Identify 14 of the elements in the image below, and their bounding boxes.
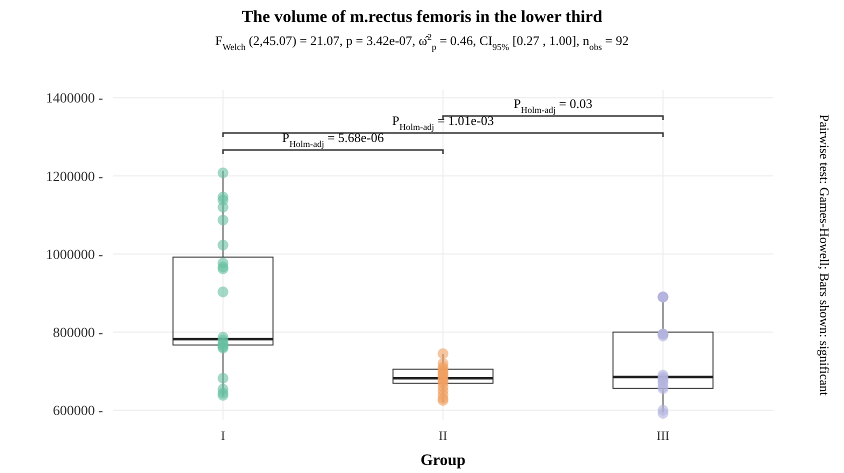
x-tick-label: II — [438, 428, 448, 443]
y-tick-label: 1400000 - — [46, 92, 104, 107]
y-tick-label: 1000000 - — [46, 248, 104, 263]
chart-title: The volume of m.rectus femoris in the lower third — [242, 7, 603, 26]
y-tick-label: 600000 - — [52, 404, 104, 420]
y-tick-label: 800000 - — [52, 326, 104, 342]
x-axis-title: Group — [420, 452, 466, 469]
x-tick-label: III — [656, 428, 670, 443]
annotation: P$_{Holm-adj}$ = 0.03 — [514, 96, 592, 115]
text: Pairwise test: Games-Howell; Bars shown: significant — [817, 114, 832, 396]
x-tick-label: I — [220, 428, 226, 443]
annotation: P$_{Holm-adj}$ = 5.68e-06 — [282, 130, 384, 149]
text: F$_{Welch}$ (2,45.07) = 21.07, p = 3.42e-07, ω̂$^{2}$$_{p}$ = 0.46, CI$_{95%}$ [0.27 , 1.00], n$_{obs}$ = 92 — [215, 32, 629, 52]
y-tick-label: 1200000 - — [46, 170, 104, 185]
